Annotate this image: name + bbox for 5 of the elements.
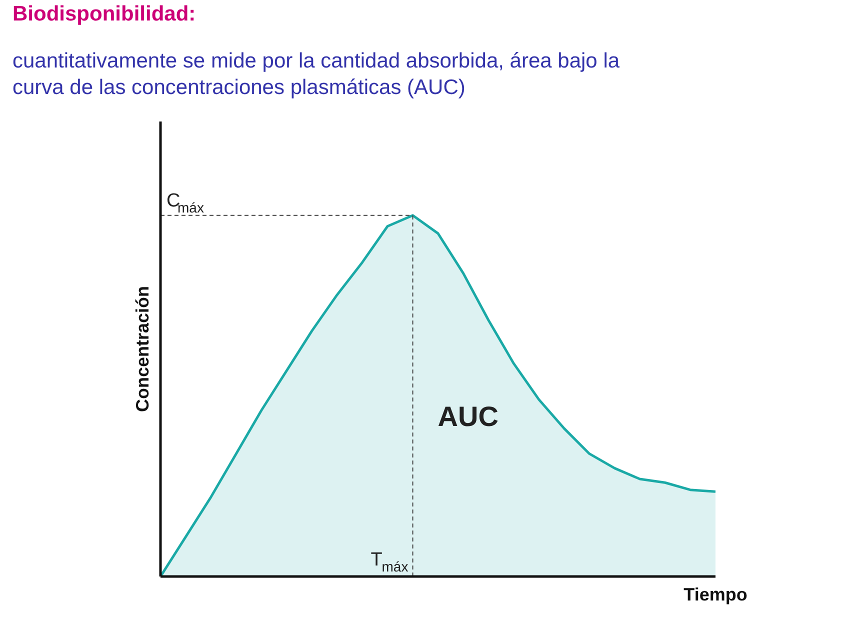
chart-title: Biodisponibilidad: (12, 2, 196, 26)
x-axis-title: Tiempo (684, 584, 748, 604)
chart-subtitle: cuantitativamente se mide por la cantidad absorbida, área bajo la curva de las concentraciones plasmáticas (AUC) (12, 50, 620, 99)
y-axis-title: Concentración (132, 286, 152, 412)
annotation: AUC (438, 401, 498, 432)
